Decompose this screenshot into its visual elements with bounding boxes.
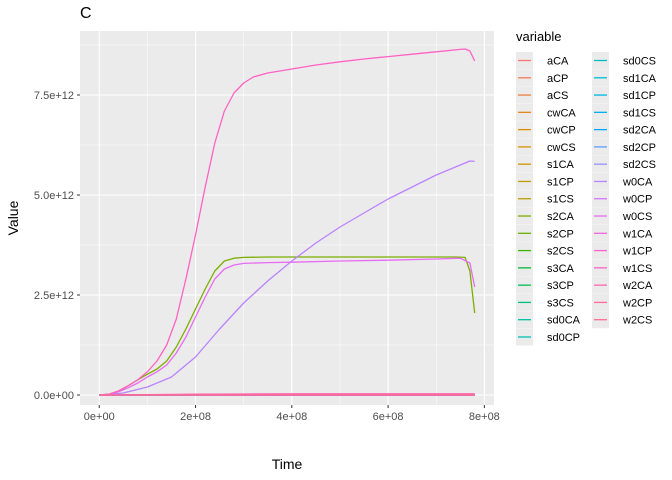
chart-title: C (80, 5, 92, 22)
legend-label-aCA: aCA (547, 56, 569, 68)
x-tick-label: 8e+08 (469, 411, 500, 423)
y-tick-label: 5.0e+12 (34, 190, 74, 202)
series-line-w1CS (99, 48, 476, 396)
legend-label-aCS: aCS (547, 90, 568, 102)
legend-label-w0CA: w0CA (622, 176, 653, 188)
legend-label-w2CP: w2CP (622, 297, 652, 309)
legend-label-w1CS: w1CS (622, 263, 652, 275)
legend-label-w2CA: w2CA (622, 280, 653, 292)
legend-label-s3CP: s3CP (547, 280, 574, 292)
legend-label-s3CS: s3CS (547, 297, 574, 309)
y-axis-title: Value (5, 200, 21, 235)
plot-panel (80, 31, 494, 405)
legend-label-s1CP: s1CP (547, 176, 574, 188)
x-tick-label: 4e+08 (276, 411, 307, 423)
legend-label-sd1CS: sd1CS (623, 107, 656, 119)
legend-label-s2CP: s2CP (547, 228, 574, 240)
legend-label-cwCA: cwCA (547, 107, 576, 119)
legend-label-s2CA: s2CA (547, 211, 575, 223)
x-axis-title: Time (272, 456, 303, 472)
legend-label-s3CA: s3CA (547, 263, 575, 275)
legend-label-w2CS: w2CS (622, 315, 652, 327)
legend-label-sd2CP: sd2CP (623, 142, 656, 154)
legend-label-cwCP: cwCP (547, 125, 576, 137)
x-tick-label: 0e+00 (84, 411, 115, 423)
legend-label-w0CP: w0CP (622, 194, 652, 206)
legend-label-cwCS: cwCS (547, 142, 576, 154)
legend-label-w1CA: w1CA (622, 228, 653, 240)
legend-label-s1CA: s1CA (547, 159, 575, 171)
legend-title: variable (516, 29, 562, 44)
x-tick-label: 6e+08 (373, 411, 404, 423)
legend: aCA aCP aCS cwCA cwCP cwCS s1CA s1CP s1CS s2CA s2C… (516, 52, 657, 346)
legend-label-sd2CA: sd2CA (623, 125, 657, 137)
x-tick-label: 2e+08 (180, 411, 211, 423)
legend-label-s1CS: s1CS (547, 194, 574, 206)
series-layer (99, 48, 476, 396)
legend-label-sd0CA: sd0CA (547, 315, 581, 327)
legend-label-sd2CS: sd2CS (623, 159, 656, 171)
series-line-w0CS (99, 257, 476, 396)
legend-label-sd0CS: sd0CS (623, 56, 656, 68)
legend-label-s2CS: s2CS (547, 246, 574, 258)
legend-label-sd1CA: sd1CA (623, 73, 657, 85)
legend-label-sd1CP: sd1CP (623, 90, 656, 102)
y-tick-label: 7.5e+12 (34, 90, 74, 102)
legend-label-sd0CP: sd0CP (547, 332, 580, 344)
legend-label-w1CP: w1CP (622, 246, 652, 258)
legend-label-aCP: aCP (547, 73, 568, 85)
y-tick-label: 0.0e+00 (34, 390, 74, 402)
axes: 0e+00 2e+08 4e+08 6e+08 8e+08 0.0e+00 2.5e+12 5… (34, 90, 500, 423)
legend-label-w0CS: w0CS (622, 211, 652, 223)
series-line-w0CA (99, 160, 475, 396)
y-tick-label: 2.5e+12 (34, 290, 74, 302)
